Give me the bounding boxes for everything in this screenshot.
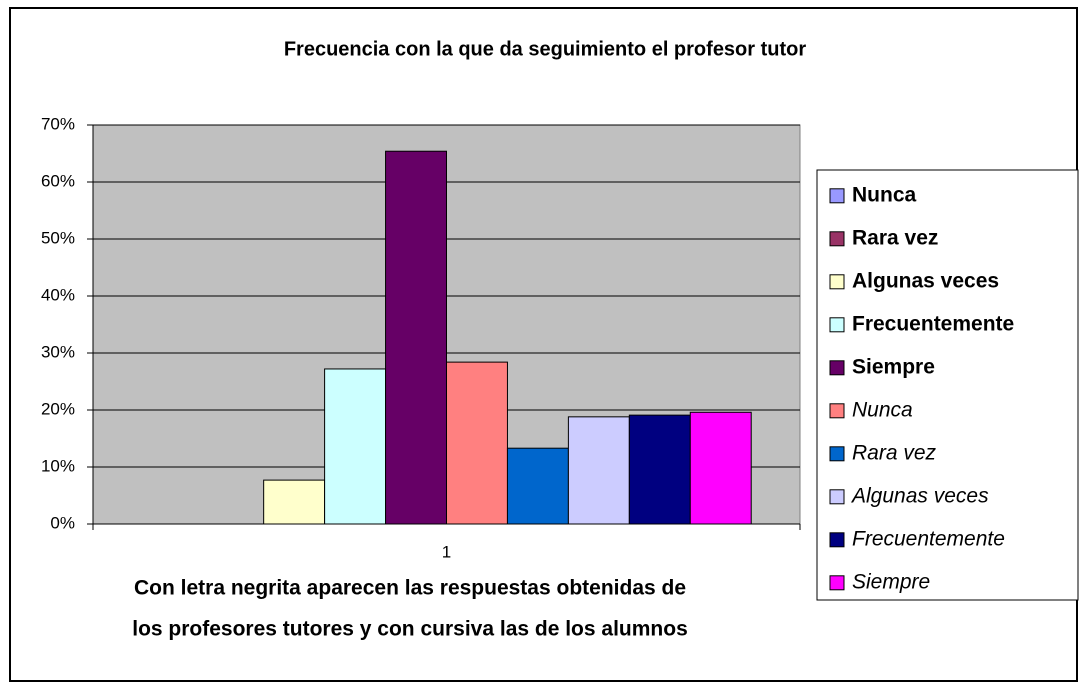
- bar: [324, 368, 387, 525]
- annotation: los profesores tutores y con cursiva las…: [132, 618, 688, 641]
- legend-label: Nunca: [852, 398, 913, 421]
- y-tick-label: 20%: [41, 399, 75, 418]
- legend-swatch: [829, 317, 845, 333]
- legend-swatch: [829, 188, 845, 204]
- chart-title: Frecuencia con la que da seguimiento el …: [284, 38, 807, 60]
- y-tick-label: 30%: [41, 342, 75, 361]
- legend-swatch: [829, 489, 845, 505]
- bar: [385, 150, 448, 525]
- legend-swatch: [829, 575, 845, 591]
- legend-swatch: [829, 274, 845, 290]
- y-tick-label: 60%: [41, 171, 75, 190]
- legend-label: Frecuentemente: [852, 312, 1014, 335]
- y-tick-label: 40%: [41, 285, 75, 304]
- bar: [567, 416, 630, 525]
- legend-swatch: [829, 360, 845, 376]
- bar: [263, 479, 326, 525]
- annotation: Con letra negrita aparecen las respuesta…: [134, 577, 686, 600]
- bar: [446, 361, 508, 525]
- legend-label: Nunca: [852, 183, 917, 206]
- legend-label: Frecuentemente: [852, 527, 1005, 550]
- legend-label: Algunas veces: [850, 484, 989, 507]
- legend-swatch: [829, 532, 845, 548]
- legend-swatch: [829, 403, 845, 419]
- legend-label: Rara vez: [852, 441, 937, 464]
- legend-swatch: [829, 231, 845, 247]
- bar: [506, 447, 569, 525]
- legend-label: Siempre: [852, 355, 935, 378]
- legend-swatch: [829, 446, 845, 462]
- bar: [628, 414, 691, 525]
- x-tick-label: 1: [442, 542, 451, 561]
- legend-label: Rara vez: [852, 226, 938, 249]
- y-tick-label: 70%: [41, 114, 75, 133]
- y-tick-label: 10%: [41, 456, 75, 475]
- legend-label: Siempre: [852, 570, 930, 593]
- legend-label: Algunas veces: [852, 269, 999, 292]
- legend-box: [816, 169, 1079, 601]
- y-tick-label: 50%: [41, 228, 75, 247]
- bar: [689, 411, 752, 525]
- y-tick-label: 0%: [50, 513, 75, 532]
